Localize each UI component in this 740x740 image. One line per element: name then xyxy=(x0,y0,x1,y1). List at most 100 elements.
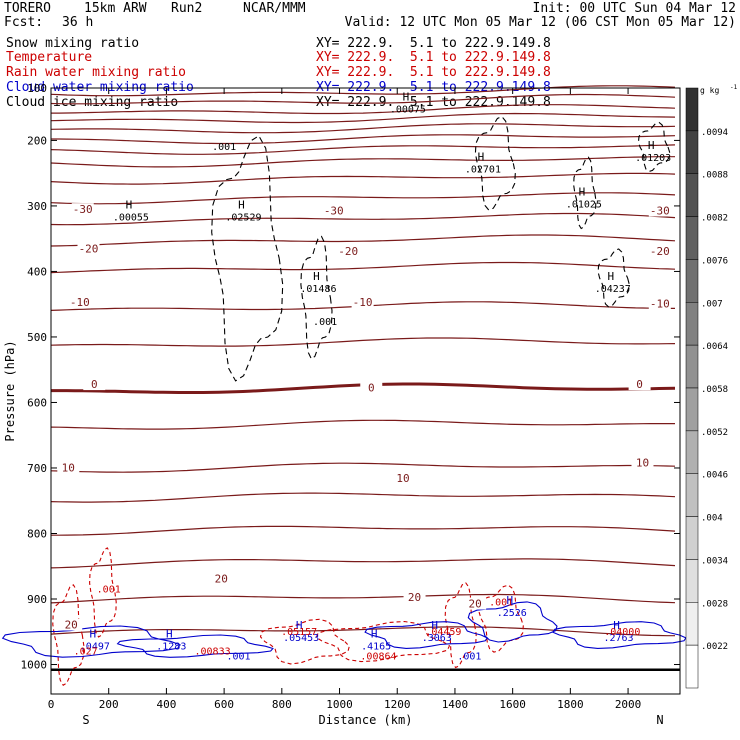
isotherm-line xyxy=(50,123,676,134)
shade-bar-segment xyxy=(685,173,699,217)
isotherm-label: 20 xyxy=(215,573,228,586)
isotherm-label-bg xyxy=(648,245,671,258)
isotherm-line xyxy=(50,558,676,569)
isotherm-line xyxy=(50,156,675,168)
isotherm-label-bg xyxy=(57,461,80,474)
y-axis-title: Pressure (hPa) xyxy=(3,340,17,441)
maximum-value: .05453 xyxy=(283,633,319,644)
north-end-label: N xyxy=(656,713,663,727)
isotherm-line xyxy=(50,192,676,205)
isotherm-label: -20 xyxy=(338,245,358,258)
cloud-water-contour xyxy=(1,625,181,658)
isotherm-label: 0 xyxy=(368,381,375,394)
maximum-value: .02701 xyxy=(465,165,501,176)
shade-bar-unit: g kg xyxy=(700,86,719,95)
forecast-label: Fcst: xyxy=(4,15,44,30)
maximum-value: .02529 xyxy=(225,212,261,223)
isotherm-line xyxy=(50,462,676,473)
shade-bar-label: .0052 xyxy=(701,428,728,438)
isotherm-line xyxy=(50,593,676,604)
isotherm-line xyxy=(51,525,676,536)
maximum-marker: H xyxy=(613,619,620,632)
maximum-marker: H xyxy=(90,628,97,641)
isotherm-line xyxy=(50,234,676,247)
x-tick-label: 1600 xyxy=(499,698,526,711)
y-tick-label: 600 xyxy=(27,396,47,409)
maximum-value: .1283 xyxy=(156,642,186,653)
x-tick-label: 1400 xyxy=(442,698,469,711)
rain-water-label: .04459 xyxy=(425,627,461,638)
south-end-label: S xyxy=(82,713,89,727)
cloud-ice-label: .001 xyxy=(313,317,337,328)
isotherm-label-bg xyxy=(71,203,94,216)
y-tick-label: 700 xyxy=(27,462,47,475)
isotherm-label-bg xyxy=(631,456,654,469)
cloud-water-contour xyxy=(467,601,558,643)
rain-water-label: .001 xyxy=(97,584,121,595)
isotherm-label: -30 xyxy=(324,204,344,217)
x-axis-title: Distance (km) xyxy=(319,713,413,727)
isotherm-label-bg xyxy=(360,381,383,394)
y-tick-label: 300 xyxy=(27,200,47,213)
shade-bar-label: .0022 xyxy=(701,642,728,652)
isotherm-line xyxy=(50,212,676,226)
rain-water-label: .04000 xyxy=(604,627,640,638)
shade-bar-segment xyxy=(685,387,699,432)
x-tick-label: 800 xyxy=(272,698,292,711)
x-tick-label: 1800 xyxy=(557,698,584,711)
maximum-value: .4165 xyxy=(361,642,391,653)
isotherm-label-bg xyxy=(351,296,374,309)
isotherm-label: 10 xyxy=(636,457,649,470)
x-tick-label: 2000 xyxy=(615,698,642,711)
cloud-water-contour xyxy=(116,634,274,658)
maximum-marker: H xyxy=(126,198,133,211)
isotherm-line xyxy=(50,261,676,274)
cloud-water-contour xyxy=(364,621,488,649)
shade-bar-label: .0094 xyxy=(701,128,728,138)
shade-bar-label: .0046 xyxy=(701,471,728,481)
legend-snow-label: Snow mixing ratio xyxy=(6,36,140,51)
rain-water-contour xyxy=(89,547,117,638)
isotherm-line xyxy=(50,419,675,430)
rain-water-label: .001 xyxy=(489,598,513,609)
maximum-value: .04237 xyxy=(595,284,631,295)
cloud-ice-label: .001 xyxy=(212,142,236,153)
shade-bar-label: .0082 xyxy=(701,214,728,224)
model-resolution: 15km ARW xyxy=(84,1,147,16)
init-time: Init: 00 UTC Sun 04 Mar 12 xyxy=(532,1,737,16)
rain-water-label: .00864 xyxy=(360,651,396,662)
y-tick-label: 500 xyxy=(27,331,47,344)
isotherm-label-bg xyxy=(77,242,100,255)
model-run: Run2 xyxy=(171,1,203,16)
maximum-marker: H xyxy=(238,198,245,211)
shade-bar-segment xyxy=(685,216,699,260)
y-tick-label: 200 xyxy=(27,134,47,147)
cloud-ice-contour xyxy=(211,135,284,382)
maximum-value: .01203 xyxy=(635,153,671,164)
isotherm-label-bg xyxy=(210,572,233,585)
shade-bar-segment xyxy=(685,344,699,389)
isotherm-label: -10 xyxy=(70,296,90,309)
cloud-ice-contour xyxy=(300,235,333,360)
maximum-marker: H xyxy=(166,628,173,641)
isotherm-label-bg xyxy=(60,618,83,631)
isotherm-label: 0 xyxy=(636,378,643,391)
maximum-value: .01025 xyxy=(566,199,602,210)
x-tick-label: 400 xyxy=(156,698,176,711)
shade-bar-label: .0076 xyxy=(701,256,728,266)
isotherm-label-bg xyxy=(322,204,345,217)
shade-bar-segment xyxy=(685,259,699,303)
shade-bar-label: .0088 xyxy=(701,171,728,181)
isotherm-label: -20 xyxy=(650,245,670,258)
shade-bar-segment xyxy=(685,559,699,603)
rain-water-contour xyxy=(259,618,350,665)
x-tick-label: 0 xyxy=(48,698,55,711)
shade-bar-label: .0028 xyxy=(701,599,728,609)
isotherm-line xyxy=(50,626,675,637)
shade-bar-segment xyxy=(685,302,699,346)
maximum-value: .2526 xyxy=(497,608,527,619)
isotherm-line xyxy=(50,337,676,347)
isotherm-label: 0 xyxy=(91,378,98,391)
isotherm-label-bg xyxy=(648,204,671,217)
